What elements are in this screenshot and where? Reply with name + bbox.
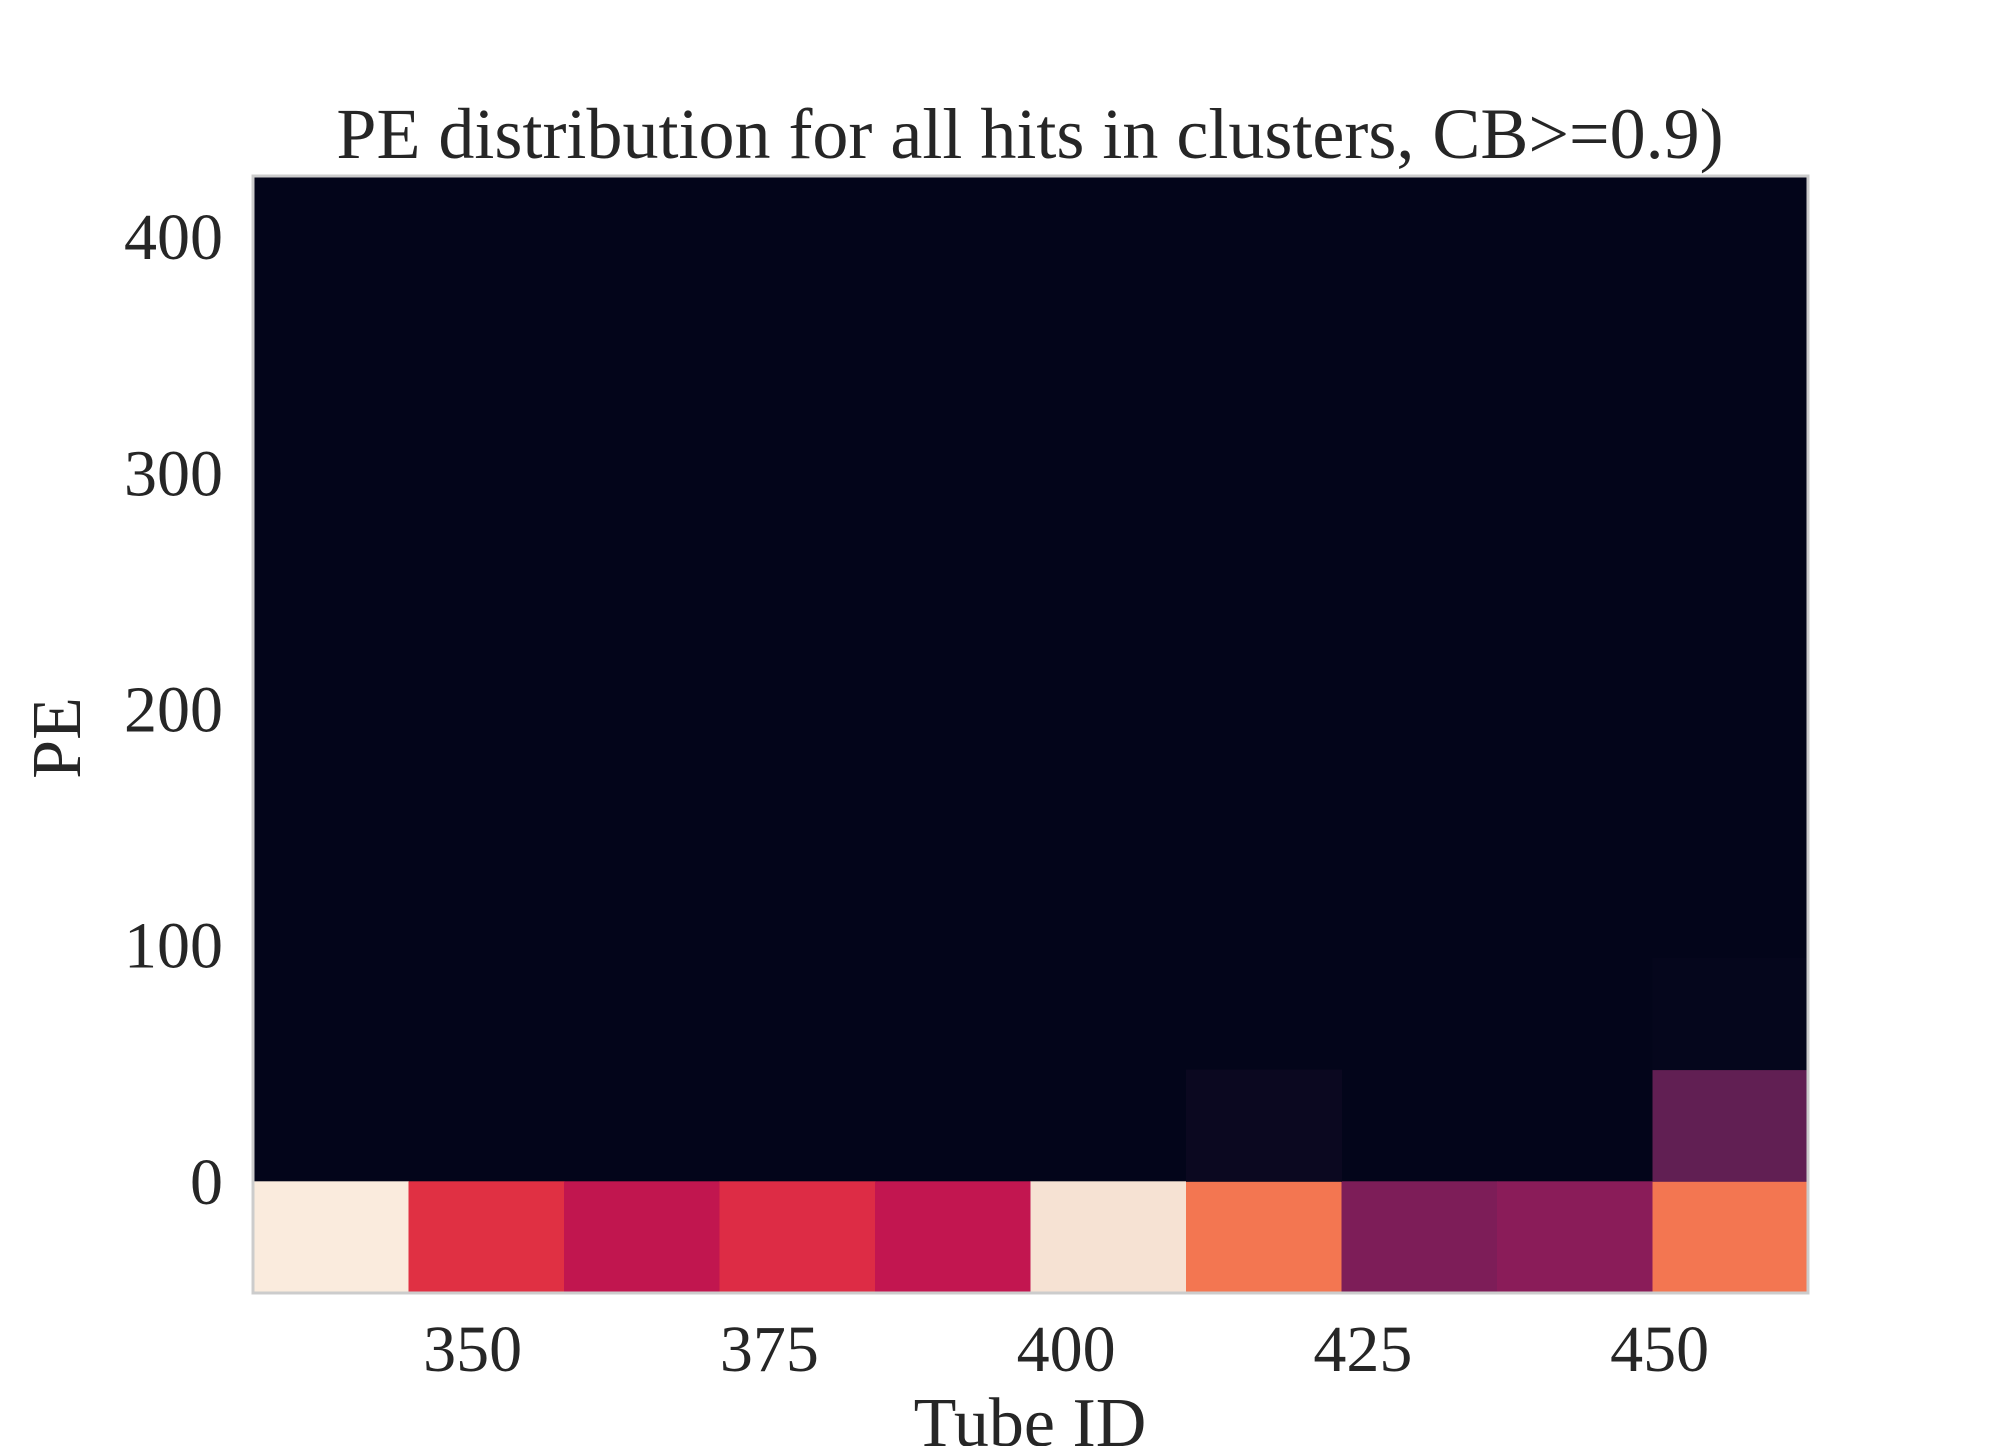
x-tick-label: 375 xyxy=(720,1313,819,1386)
x-tick-label: 450 xyxy=(1610,1313,1709,1386)
plot-area xyxy=(251,174,1810,1295)
heatmap-cell xyxy=(1497,1181,1653,1294)
heatmap-cell xyxy=(1652,1181,1809,1294)
heatmap-cell xyxy=(1652,1069,1809,1182)
heatmap-cell xyxy=(1186,1181,1342,1294)
x-tick-label: 350 xyxy=(423,1313,522,1386)
y-tick-label: 400 xyxy=(124,201,223,274)
heatmap-cell xyxy=(253,1181,409,1294)
x-axis-ticks: 350 375 400 425 450 xyxy=(423,1313,1709,1386)
heatmap-cell xyxy=(1341,1181,1498,1294)
heatmap-cell xyxy=(564,1181,720,1294)
heatmap-cell xyxy=(875,1181,1031,1294)
heatmap-cell xyxy=(1652,957,1809,1071)
y-tick-label: 0 xyxy=(190,1146,223,1219)
heatmap-cell xyxy=(719,1181,876,1294)
x-tick-label: 425 xyxy=(1313,1313,1412,1386)
heatmap-cell xyxy=(1186,1069,1342,1182)
x-axis-label: Tube ID xyxy=(914,1385,1147,1446)
y-tick-label: 300 xyxy=(124,437,223,510)
plot-frame xyxy=(251,174,1810,1295)
heatmap-background xyxy=(253,176,1808,1293)
chart-title: PE distribution for all hits in clusters… xyxy=(336,94,1723,174)
heatmap-cell xyxy=(1030,1181,1187,1294)
heatmap-cell xyxy=(408,1181,565,1294)
y-axis-ticks: 0 100 200 300 400 xyxy=(124,201,223,1219)
y-axis-label: PE xyxy=(19,697,96,779)
x-tick-label: 400 xyxy=(1017,1313,1116,1386)
y-tick-label: 100 xyxy=(124,910,223,983)
y-tick-label: 200 xyxy=(124,674,223,747)
